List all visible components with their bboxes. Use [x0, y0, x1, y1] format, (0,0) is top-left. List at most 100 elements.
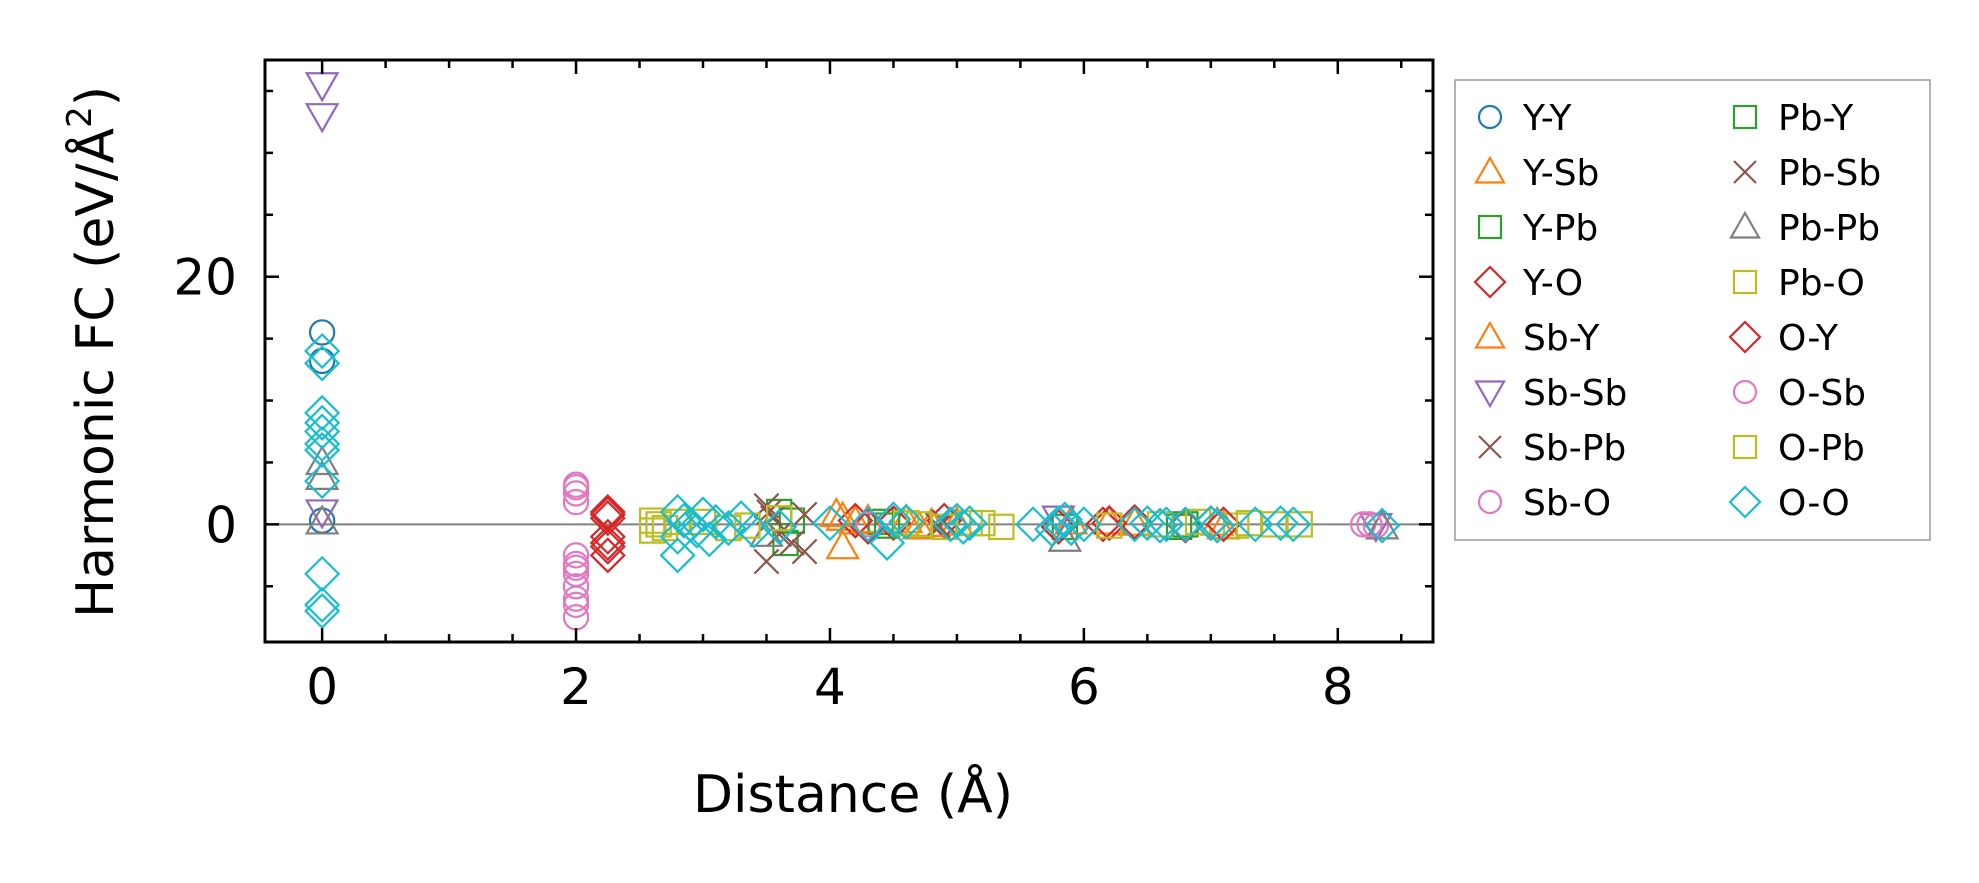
y-tick-label: 20	[173, 249, 237, 307]
data-point	[304, 332, 341, 370]
legend-item: Y-Pb	[1477, 208, 1598, 249]
legend-item: Sb-Pb	[1478, 428, 1626, 469]
data-point	[1096, 512, 1123, 539]
legend-item: Sb-Sb	[1474, 373, 1627, 414]
data-point	[901, 509, 937, 540]
legend-marker	[1474, 320, 1506, 349]
data-point	[1364, 507, 1401, 544]
legend-label: Y-O	[1522, 263, 1583, 304]
data-point	[905, 511, 933, 538]
data-point	[1015, 506, 1052, 543]
data-point	[562, 474, 590, 501]
data-point	[562, 585, 590, 612]
legend-marker	[1477, 104, 1503, 130]
legend-label: Sb-Sb	[1523, 373, 1627, 414]
data-point	[1040, 505, 1077, 542]
data-point	[778, 530, 805, 556]
data-point	[304, 586, 341, 623]
data-point	[304, 432, 341, 469]
legend-item: O-O	[1728, 483, 1850, 524]
legend-item: Pb-Y	[1732, 98, 1854, 139]
data-point	[308, 347, 336, 375]
legend-marker	[1474, 380, 1506, 409]
data-point	[1084, 506, 1121, 543]
data-point	[1192, 505, 1229, 542]
legend-label: Pb-O	[1778, 263, 1865, 304]
legend-marker	[1732, 434, 1758, 460]
data-point	[753, 548, 780, 575]
data-point	[854, 511, 882, 538]
data-point	[308, 319, 336, 346]
data-point	[873, 512, 901, 539]
data-point	[710, 510, 747, 547]
legend: Y-Y Y-Sb Y-Pb Y-O Sb-Y Sb-Sb Sb-Pb Sb-O Pb-Y Pb-S…	[1454, 79, 1931, 541]
data-point	[689, 508, 717, 536]
data-point	[304, 72, 340, 103]
data-point	[1053, 510, 1090, 547]
data-point	[1146, 511, 1174, 538]
data-markers	[304, 72, 1401, 631]
y-axis-label-sup: 2	[60, 106, 100, 128]
legend-marker	[1732, 269, 1758, 295]
data-point	[304, 444, 340, 476]
legend-marker	[1729, 210, 1761, 239]
legend-label: Pb-Pb	[1778, 208, 1880, 249]
data-point	[945, 508, 982, 545]
data-point	[659, 537, 696, 574]
legend-label: Sb-O	[1523, 483, 1611, 524]
legend-label: Y-Sb	[1522, 153, 1599, 194]
axes	[263, 58, 1435, 644]
x-tick-label: 2	[560, 658, 592, 716]
y-axis-label-main: Harmonic FC (eV/Å	[64, 127, 126, 618]
legend-label: Y-Pb	[1522, 208, 1598, 249]
data-point	[589, 528, 626, 565]
legend-box	[1454, 79, 1931, 541]
data-point	[875, 505, 912, 542]
data-point	[1275, 506, 1312, 543]
data-point	[562, 591, 590, 619]
data-point	[304, 504, 340, 535]
legend-item: O-Pb	[1732, 428, 1865, 469]
data-point	[562, 554, 590, 581]
data-point	[1046, 501, 1083, 538]
data-point	[1356, 511, 1383, 538]
data-point	[956, 509, 983, 537]
data-point	[304, 413, 341, 450]
legend-marker	[1728, 320, 1762, 354]
data-point	[562, 573, 590, 600]
data-point	[1237, 506, 1274, 543]
data-point	[589, 496, 626, 533]
data-point	[924, 512, 951, 539]
data-point	[304, 103, 340, 134]
data-point	[304, 555, 341, 592]
legend-marker	[1477, 489, 1503, 515]
legend-label: Y-Y	[1522, 98, 1572, 139]
legend-marker	[1732, 379, 1758, 405]
legend-item: Sb-Y	[1474, 318, 1600, 359]
data-point	[875, 501, 912, 538]
data-point	[765, 504, 793, 532]
legend-marker	[1474, 155, 1506, 184]
legend-label: O-Y	[1778, 318, 1839, 359]
data-point	[684, 496, 722, 533]
legend-label: Pb-Y	[1778, 98, 1854, 139]
legend-item: Sb-O	[1477, 483, 1611, 524]
data-point	[1116, 503, 1153, 540]
data-point	[825, 529, 860, 560]
data-point	[304, 592, 341, 630]
legend-label: Pb-Sb	[1778, 153, 1881, 194]
data-point	[819, 496, 854, 528]
legend-item: Y-Y	[1477, 98, 1572, 139]
x-tick-label: 8	[1322, 658, 1354, 716]
y-axis-label-close: )	[66, 86, 126, 106]
data-point	[304, 404, 341, 441]
data-point	[1141, 507, 1179, 544]
legend-label: Sb-Y	[1523, 318, 1600, 359]
legend-marker	[1478, 435, 1502, 459]
data-point	[1205, 506, 1242, 543]
data-point	[849, 506, 887, 543]
data-point	[932, 506, 969, 543]
y-axis-label: Harmonic FC (eV/Å2)	[60, 86, 126, 618]
legend-item: O-Sb	[1732, 373, 1866, 414]
